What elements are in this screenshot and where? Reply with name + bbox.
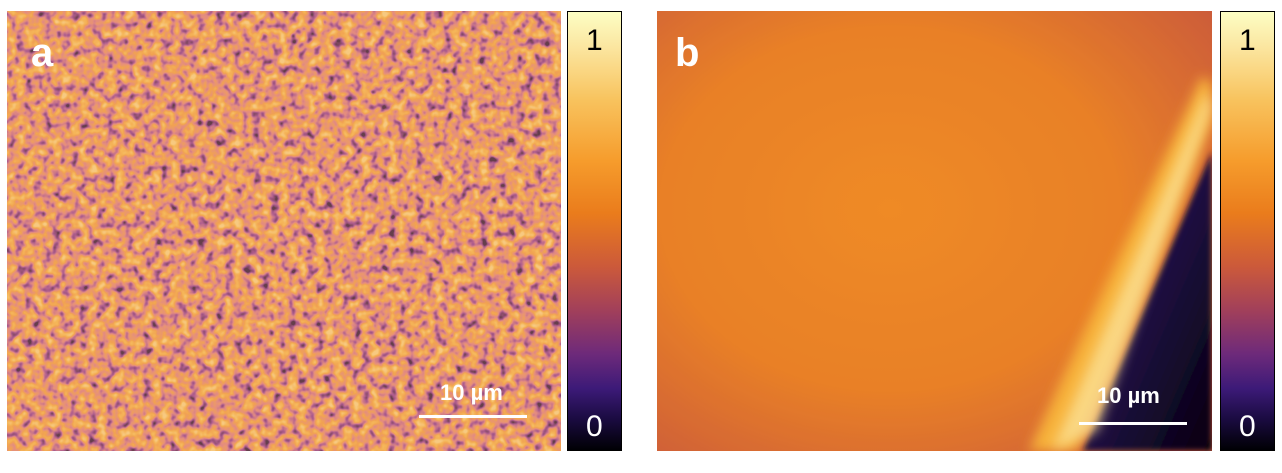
panel-b-image: b 10 µm <box>657 11 1212 451</box>
scalebar-label: 10 µm <box>1097 383 1160 408</box>
speckle-texture-icon <box>7 11 561 451</box>
panel-label: b <box>675 31 700 75</box>
diagonal-edge-field-icon <box>657 11 1212 451</box>
panel-a-image: a 10 µm <box>7 11 561 451</box>
colorbar-min-label: 0 <box>586 410 603 443</box>
colorbar-min-label: 0 <box>1239 410 1256 443</box>
colorbar-max-label: 1 <box>1239 24 1256 57</box>
colorbar-max-label: 1 <box>586 24 603 57</box>
scalebar <box>1079 422 1187 425</box>
scalebar-label: 10 µm <box>440 380 503 405</box>
panel-label: a <box>31 31 54 75</box>
colorbar: 1 0 <box>567 11 622 451</box>
scalebar <box>419 415 527 418</box>
colorbar: 1 0 <box>1220 11 1275 451</box>
